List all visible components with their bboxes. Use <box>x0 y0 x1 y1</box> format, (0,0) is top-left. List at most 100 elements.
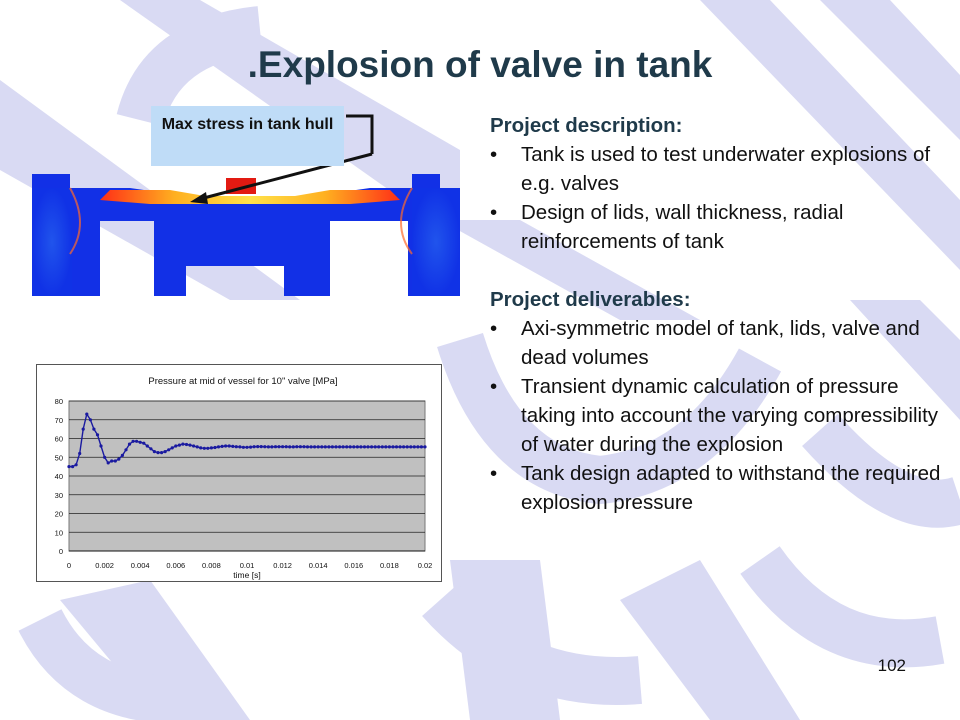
chart-x-tick-label: 0.014 <box>309 561 328 570</box>
watermark-u-shape <box>18 608 181 720</box>
chart-title: Pressure at mid of vessel for 10" valve … <box>148 376 337 387</box>
chart-x-tick-label: 0.008 <box>202 561 221 570</box>
chart-data-point <box>291 445 295 449</box>
chart-data-point <box>188 443 192 447</box>
chart-data-point <box>110 459 114 463</box>
chart-y-tick-label: 10 <box>55 528 63 537</box>
chart-data-point <box>263 445 267 449</box>
chart-x-tick-label: 0.018 <box>380 561 399 570</box>
chart-data-point <box>355 445 359 449</box>
description-heading: Project description: <box>490 114 683 137</box>
chart-data-point <box>170 446 174 450</box>
chart-data-point <box>224 444 228 448</box>
chart-data-point <box>377 445 381 449</box>
chart-svg: Pressure at mid of vessel for 10" valve … <box>55 376 433 580</box>
chart-data-point <box>298 445 302 449</box>
chart-data-point <box>409 445 413 449</box>
chart-y-tick-label: 0 <box>59 547 63 556</box>
chart-data-point <box>380 445 384 449</box>
chart-data-point <box>348 445 352 449</box>
chart-x-tick-label: 0.006 <box>166 561 185 570</box>
chart-data-point <box>138 440 142 444</box>
chart-data-point <box>103 455 107 459</box>
chart-data-point <box>288 445 292 449</box>
chart-data-point <box>213 445 217 450</box>
chart-data-point <box>238 445 242 449</box>
bullet-icon: • <box>490 201 498 224</box>
watermark-u-shape <box>422 583 642 705</box>
chart-data-point <box>167 448 171 452</box>
watermark-u-shape <box>437 332 782 505</box>
chart-data-point <box>327 445 331 449</box>
chart-y-tick-label: 40 <box>55 472 63 481</box>
fe-stress-model <box>32 114 460 296</box>
callout-label: Max stress in tank hull <box>151 106 344 166</box>
chart-x-tick-label: 0.012 <box>273 561 292 570</box>
tank-wall-left <box>32 188 72 296</box>
chart-data-point <box>320 445 324 449</box>
deliverables-list: • Axi-symmetric model of tank, lids, valv… <box>490 314 950 517</box>
chart-data-point <box>270 445 274 449</box>
chart-y-tick-label: 30 <box>55 491 63 500</box>
chart-data-point <box>216 445 221 449</box>
chart-data-point <box>227 444 231 448</box>
chart-x-axis-label: time [s] <box>233 570 260 580</box>
watermark-stroke <box>60 580 250 720</box>
bullet-icon: • <box>490 462 498 485</box>
chart-data-point <box>160 451 164 455</box>
chart-x-tick-label: 0.002 <box>95 561 114 570</box>
chart-data-point <box>394 445 399 449</box>
chart-data-point <box>419 445 423 449</box>
chart-data-point <box>192 444 196 448</box>
chart-data-point <box>127 442 132 446</box>
chart-data-point <box>142 441 146 445</box>
chart-data-point <box>359 445 363 449</box>
list-item: • Axi-symmetric model of tank, lids, valv… <box>490 314 950 372</box>
chart-data-point <box>256 445 260 449</box>
chart-data-point <box>330 445 334 449</box>
chart-data-point <box>95 433 100 437</box>
project-text-column: Project description: • Tank is used to te… <box>490 111 950 517</box>
page-number: 102 <box>877 656 906 675</box>
chart-data-point <box>387 445 391 449</box>
chart-data-point <box>259 445 263 449</box>
slide-title: .Explosion of valve in tank <box>247 44 713 85</box>
chart-data-point <box>67 465 71 469</box>
chart-data-point <box>309 445 313 449</box>
watermark-stroke <box>440 220 700 320</box>
chart-data-point <box>284 445 288 449</box>
chart-data-point <box>74 463 78 467</box>
chart-data-point <box>120 453 124 457</box>
watermark-u-shape <box>116 6 263 127</box>
chart-data-point <box>323 445 327 449</box>
chart-data-point <box>405 445 409 449</box>
chart-data-point <box>181 442 185 446</box>
chart-data-point <box>273 445 278 449</box>
chart-data-point <box>231 444 235 448</box>
list-item-text: Tank design adapted to withstand the req… <box>521 462 941 514</box>
list-item: • Design of lids, wall thickness, radial … <box>490 198 950 256</box>
chart-x-tick-label: 0.02 <box>418 561 433 570</box>
chart-data-point <box>391 445 395 449</box>
chart-data-point <box>78 451 82 456</box>
watermark-stroke <box>620 560 800 720</box>
chart-data-point <box>156 451 160 455</box>
bullet-icon: • <box>490 317 498 340</box>
chart-data-point <box>149 447 153 451</box>
chart-data-point <box>206 446 210 450</box>
chart-data-point <box>245 445 249 449</box>
chart-y-tick-label: 20 <box>55 510 63 519</box>
stress-ring <box>400 187 413 255</box>
chart-data-point <box>416 445 420 449</box>
chart-data-point <box>345 445 349 449</box>
chart-data-point <box>135 439 139 443</box>
chart-data-point <box>402 445 406 449</box>
description-list: • Tank is used to test underwater explosi… <box>490 140 950 256</box>
chart-data-point <box>81 427 85 431</box>
chart-data-point <box>174 444 178 448</box>
chart-data-point <box>220 444 224 448</box>
chart-data-point <box>266 445 270 449</box>
chart-data-point <box>113 459 117 463</box>
chart-data-point <box>177 443 181 447</box>
chart-data-point <box>184 442 189 447</box>
